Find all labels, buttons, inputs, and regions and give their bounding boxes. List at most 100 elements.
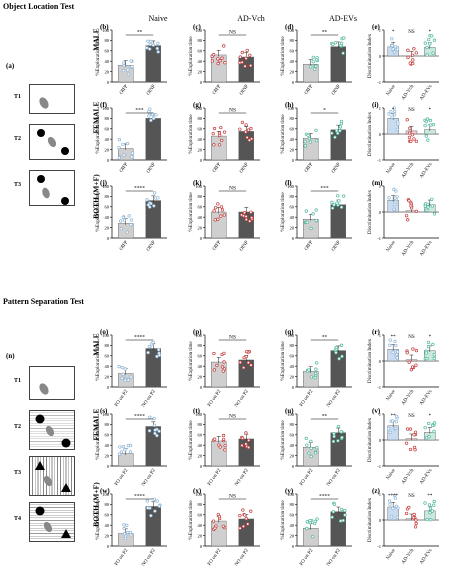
data-point — [249, 215, 254, 220]
data-point — [152, 116, 156, 121]
y-axis-label: %Exploration time — [188, 192, 194, 232]
data-point — [432, 212, 437, 216]
data-point — [212, 126, 217, 131]
data-point — [146, 203, 151, 207]
y-tick-label: 80 — [105, 194, 110, 199]
y-tick-label: 40 — [198, 364, 203, 369]
data-point — [156, 50, 160, 54]
data-point — [145, 499, 150, 503]
data-point — [314, 367, 318, 371]
data-point — [157, 429, 161, 433]
data-point — [414, 521, 418, 526]
y-tick-label: 40 — [105, 364, 110, 369]
data-point — [393, 339, 397, 344]
panel-label: (e) — [372, 23, 380, 31]
data-point — [223, 443, 227, 448]
data-point — [414, 209, 419, 214]
y-tick-label: 0 — [107, 236, 110, 241]
y-tick-label: 80 — [290, 502, 295, 507]
y-axis-label: %Exploration time — [95, 500, 101, 540]
data-point — [221, 369, 225, 373]
trial-box-t1b — [29, 366, 75, 400]
category-label: AD-Vch — [401, 240, 415, 257]
category-label: OlFP — [212, 84, 222, 96]
data-point — [330, 131, 334, 135]
data-point — [243, 513, 247, 517]
data-point — [246, 128, 251, 132]
category-label: AD-EVs — [419, 548, 433, 565]
y-tick-label: 100 — [287, 106, 295, 111]
y-tick-label: 100 — [102, 28, 110, 33]
objects-icon — [37, 129, 69, 155]
data-point — [152, 423, 157, 428]
data-point — [424, 134, 428, 138]
data-point — [243, 64, 247, 68]
y-tick-label: 80 — [105, 116, 110, 121]
data-point — [307, 451, 311, 455]
data-point — [149, 514, 153, 518]
y-tick-label: 60 — [198, 354, 203, 359]
data-point — [340, 354, 344, 358]
data-point — [125, 230, 129, 234]
data-point — [407, 135, 412, 139]
panel-label: (y) — [285, 487, 294, 495]
y-tick-label: 80 — [198, 38, 203, 43]
data-point — [431, 342, 435, 347]
chart-panel-e: (e) -1 0 1 Discrimination Index Naive AD-Vch AD… — [367, 23, 439, 101]
data-point — [117, 138, 122, 142]
data-point — [120, 376, 124, 380]
data-point — [148, 42, 152, 47]
data-point — [394, 504, 399, 508]
significance-mark: NS — [229, 186, 236, 192]
data-point — [241, 365, 246, 370]
bar — [238, 131, 254, 161]
y-tick-label: 20 — [105, 69, 110, 74]
y-tick-label: 60 — [105, 433, 110, 438]
data-point — [430, 423, 435, 428]
y-tick-label: 0 — [379, 359, 382, 364]
data-point — [339, 41, 344, 45]
y-tick-label: 100 — [287, 333, 295, 338]
y-tick-label: 20 — [105, 453, 110, 458]
data-point — [315, 517, 319, 521]
y-axis-label: %Exploration time — [188, 114, 194, 154]
data-point — [412, 47, 416, 51]
data-point — [214, 206, 218, 210]
y-tick-label: 20 — [105, 225, 110, 230]
data-point — [213, 437, 217, 441]
data-point — [128, 530, 133, 535]
data-point — [128, 450, 133, 454]
trial-label-t2b: T2 — [14, 424, 22, 430]
chart-panel-s: (s) 0 20 40 60 80 100%Exploration time FO on P2… — [95, 407, 167, 488]
data-point — [305, 520, 309, 524]
data-point — [218, 133, 222, 138]
data-point — [212, 209, 216, 213]
y-tick-label: 60 — [105, 354, 110, 359]
data-point — [240, 436, 245, 440]
panel-label: (i) — [372, 101, 379, 109]
y-tick-label: 0 — [107, 158, 110, 163]
data-point — [307, 136, 312, 141]
significance-mark: **** — [388, 494, 399, 499]
category-label: OlNP — [146, 84, 157, 96]
y-tick-label: 40 — [105, 215, 110, 220]
significance-mark: NS — [408, 494, 415, 499]
data-point — [423, 426, 427, 430]
data-point — [387, 499, 392, 503]
data-point — [427, 503, 432, 507]
y-tick-label: 80 — [105, 343, 110, 348]
data-point — [412, 445, 417, 450]
significance-mark: **** — [134, 335, 145, 341]
data-point — [336, 439, 340, 443]
panel-label-a: (a) — [6, 62, 15, 70]
y-axis-label: Discrimination Index — [367, 33, 373, 78]
data-point — [213, 526, 217, 530]
significance-mark: ** — [391, 414, 397, 419]
data-point — [396, 122, 400, 126]
category-label: OlNP — [239, 240, 250, 252]
y-tick-label: 60 — [105, 513, 110, 518]
y-tick-label: 1 — [379, 412, 381, 417]
data-point — [152, 416, 156, 421]
data-point — [309, 454, 313, 459]
